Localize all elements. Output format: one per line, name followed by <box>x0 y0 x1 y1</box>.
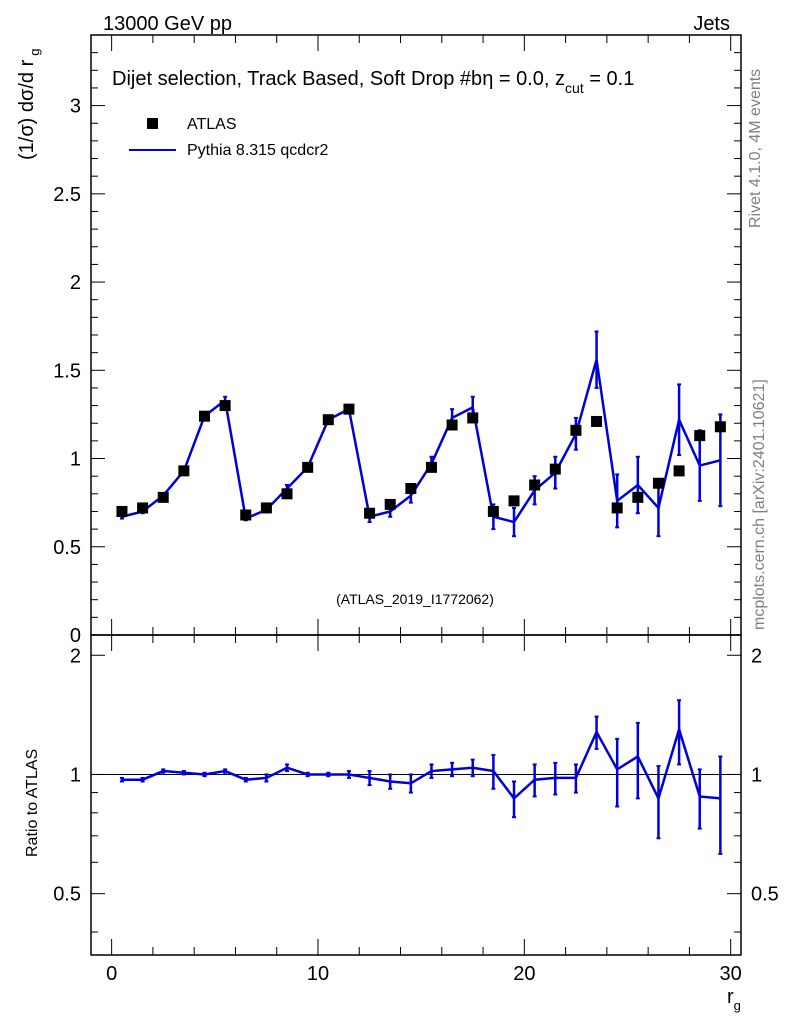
main-atlas-series <box>116 400 726 521</box>
atlas-point <box>529 479 541 491</box>
ratio-xtick-labels: 0 10 20 30 <box>106 963 742 985</box>
atlas-point <box>549 463 561 475</box>
atlas-point <box>157 491 169 503</box>
main-ytick-label: 3 <box>70 96 81 118</box>
atlas-point <box>240 509 252 521</box>
ratio-ytick-label: 2 <box>70 645 81 667</box>
ratio-series <box>119 699 723 855</box>
main-mc-series <box>119 330 723 538</box>
title-subscript: cut <box>565 80 584 96</box>
ratio-ytick-labels-right: 0.5 1 2 <box>751 645 779 905</box>
atlas-point <box>570 424 582 436</box>
atlas-point <box>652 477 664 489</box>
ratio-panel-frame <box>90 634 742 956</box>
xtick-label: 10 <box>307 963 329 985</box>
ratio-ytick-labels: 0.5 1 2 <box>53 645 81 905</box>
atlas-point <box>694 430 706 442</box>
atlas-point <box>322 414 334 426</box>
title-end: = 0.1 <box>584 68 635 90</box>
mcplots-label: mcplots.cern.ch [arXiv:2401.10621] <box>751 379 768 630</box>
ratio-ytick-label-right: 2 <box>751 645 762 667</box>
legend: ATLAS Pythia 8.315 qcdcr2 <box>129 116 329 159</box>
atlas-point <box>591 415 603 427</box>
main-ytick-label: 1 <box>70 449 81 471</box>
xlabel-text: r <box>727 986 734 1008</box>
atlas-point <box>487 505 499 517</box>
xlabel-sub: g <box>734 998 741 1013</box>
xtick-label: 30 <box>720 963 742 985</box>
atlas-point <box>343 403 355 415</box>
main-ytick-label: 0.5 <box>53 537 81 559</box>
ratio-line <box>121 725 721 802</box>
ratio-ytick-label: 0.5 <box>53 884 81 906</box>
ratio-xlabel: rg <box>727 986 741 1013</box>
main-ytick-label: 0 <box>70 625 81 647</box>
title-text: Dijet selection, Track Based, Soft Drop … <box>112 68 482 90</box>
legend-atlas-label: ATLAS <box>187 116 237 133</box>
ratio-ytick-label-right: 0.5 <box>751 884 779 906</box>
header-energy-label: 13000 GeV pp <box>103 13 232 35</box>
rivet-version-label: Rivet 4.1.0, 4M events <box>747 69 764 228</box>
atlas-point <box>302 461 314 473</box>
atlas-point <box>137 502 149 514</box>
ratio-ytick-label: 1 <box>70 764 81 786</box>
atlas-point <box>508 495 520 507</box>
atlas-point <box>178 465 190 477</box>
ratio-axis-ticks <box>91 635 741 955</box>
main-ylabel-text: (1/σ) dσ/d r <box>16 59 38 160</box>
atlas-point <box>219 400 231 412</box>
main-ytick-label: 2.5 <box>53 184 81 206</box>
main-ylabel-sub: g <box>27 49 42 56</box>
xtick-label: 0 <box>106 963 117 985</box>
header-process-label: Jets <box>693 13 730 35</box>
atlas-point <box>714 421 726 433</box>
atlas-point <box>405 483 417 495</box>
atlas-point <box>260 502 272 514</box>
main-ytick-labels: 0 0.5 1 1.5 2 2.5 3 <box>53 96 81 647</box>
atlas-point <box>198 410 210 422</box>
main-axis-ticks <box>91 34 741 636</box>
legend-atlas-marker <box>147 118 158 129</box>
main-ytick-label: 2 <box>70 272 81 294</box>
atlas-point <box>611 502 623 514</box>
legend-pythia-label: Pythia 8.315 qcdcr2 <box>187 142 329 159</box>
xtick-label: 20 <box>513 963 535 985</box>
atlas-point <box>364 507 376 519</box>
analysis-watermark: (ATLAS_2019_I1772062) <box>336 591 494 607</box>
ratio-ylabel: Ratio to ATLAS <box>24 749 41 857</box>
atlas-point <box>467 412 479 424</box>
atlas-point <box>446 419 458 431</box>
atlas-point <box>632 491 644 503</box>
atlas-point <box>384 498 396 510</box>
main-ytick-label: 1.5 <box>53 360 81 382</box>
pythia-line <box>121 359 721 524</box>
atlas-point <box>425 461 437 473</box>
atlas-point <box>673 465 685 477</box>
ratio-ytick-label-right: 1 <box>751 764 762 786</box>
main-ylabel: (1/σ) dσ/d r g <box>16 49 42 161</box>
atlas-point <box>116 505 128 517</box>
title-suffix: η = 0.0, z <box>482 68 565 90</box>
svg-text:(1/σ) dσ/d rg: (1/σ) dσ/d r g <box>16 49 42 161</box>
main-title: Dijet selection, Track Based, Soft Drop … <box>112 68 634 96</box>
atlas-point <box>281 488 293 500</box>
